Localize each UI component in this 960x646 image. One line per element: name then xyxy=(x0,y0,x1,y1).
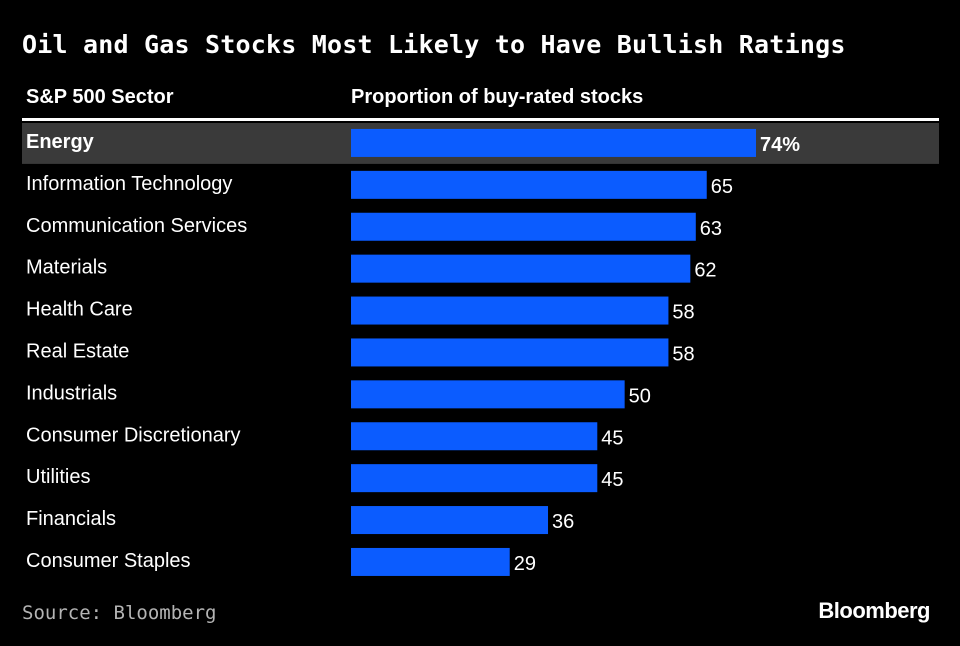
value-label-utilities: 45 xyxy=(601,469,623,491)
category-label-consumer-staples: Consumer Staples xyxy=(26,550,191,572)
bar-health-care xyxy=(351,296,669,325)
category-label-consumer-discretionary: Consumer Discretionary xyxy=(26,424,241,446)
proportion-column-header: Proportion of buy-rated stocks xyxy=(351,86,644,108)
category-label-industrials: Industrials xyxy=(26,382,117,404)
category-label-utilities: Utilities xyxy=(26,466,90,488)
value-label-industrials: 50 xyxy=(629,385,651,407)
value-label-communication-services: 63 xyxy=(700,218,722,240)
bar-energy xyxy=(351,128,756,157)
category-label-real-estate: Real Estate xyxy=(26,341,129,363)
bar-information-technology xyxy=(351,170,707,199)
bar-utilities xyxy=(351,464,598,493)
sector-column-header: S&P 500 Sector xyxy=(26,86,174,108)
value-label-financials: 36 xyxy=(552,511,574,533)
bar-financials xyxy=(351,506,549,535)
bar-materials xyxy=(351,254,691,283)
category-label-financials: Financials xyxy=(26,508,116,530)
bar-industrials xyxy=(351,380,625,409)
header-divider xyxy=(22,118,939,121)
category-label-information-technology: Information Technology xyxy=(26,173,232,195)
bar-communication-services xyxy=(351,212,696,241)
chart-title: Oil and Gas Stocks Most Likely to Have B… xyxy=(22,30,846,59)
category-label-communication-services: Communication Services xyxy=(26,215,247,237)
bar-real-estate xyxy=(351,338,669,367)
value-label-health-care: 58 xyxy=(672,302,694,324)
value-label-consumer-staples: 29 xyxy=(514,553,536,575)
bar-consumer-staples xyxy=(351,547,510,576)
value-label-real-estate: 58 xyxy=(672,344,694,366)
bar-consumer-discretionary xyxy=(351,422,598,451)
value-label-consumer-discretionary: 45 xyxy=(601,427,623,449)
bloomberg-logo: Bloomberg xyxy=(818,598,930,623)
value-label-energy: 74% xyxy=(760,134,800,156)
source-note: Source: Bloomberg xyxy=(22,602,217,624)
value-label-information-technology: 65 xyxy=(711,176,733,198)
category-label-energy: Energy xyxy=(26,131,95,153)
category-label-materials: Materials xyxy=(26,257,107,279)
value-label-materials: 62 xyxy=(694,260,716,282)
category-label-health-care: Health Care xyxy=(26,299,133,321)
